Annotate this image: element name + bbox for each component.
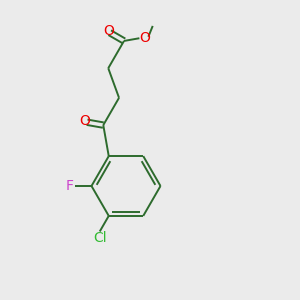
Text: O: O xyxy=(139,31,150,45)
Text: Cl: Cl xyxy=(93,231,106,245)
Text: F: F xyxy=(66,179,74,193)
Text: O: O xyxy=(103,24,114,38)
Text: O: O xyxy=(79,114,90,128)
